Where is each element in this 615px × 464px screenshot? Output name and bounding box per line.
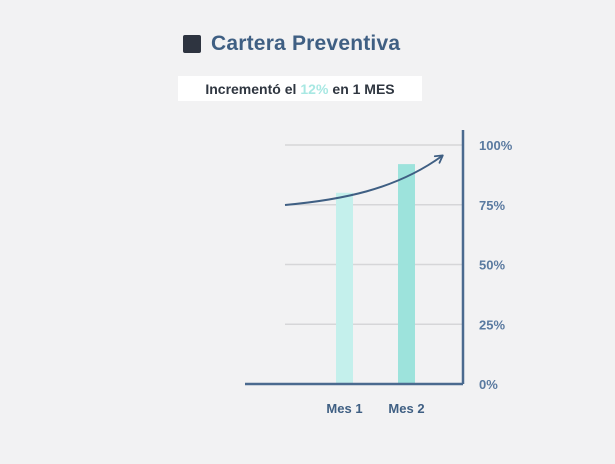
trend-arrow [284,154,444,206]
square-icon [183,35,201,53]
chart-title: Cartera Preventiva [211,32,401,55]
subtitle-suffix: en 1 MES [332,80,395,97]
subtitle-prefix: Incrementó el [205,80,297,97]
y-tick-label: 0% [479,377,498,392]
subtitle-banner: Incrementó el 12% en 1 MES [178,76,422,101]
y-tick-label: 25% [479,317,505,332]
subtitle-highlight: 12% [300,80,329,97]
chart-title-row: Cartera Preventiva [183,32,400,56]
bar [398,164,415,384]
x-tick-label: Mes 2 [388,401,424,416]
y-tick-label: 100% [479,138,513,153]
y-tick-label: 50% [479,258,505,273]
y-tick-label: 75% [479,198,505,213]
x-tick-label: Mes 1 [326,401,362,416]
bar [336,192,353,384]
